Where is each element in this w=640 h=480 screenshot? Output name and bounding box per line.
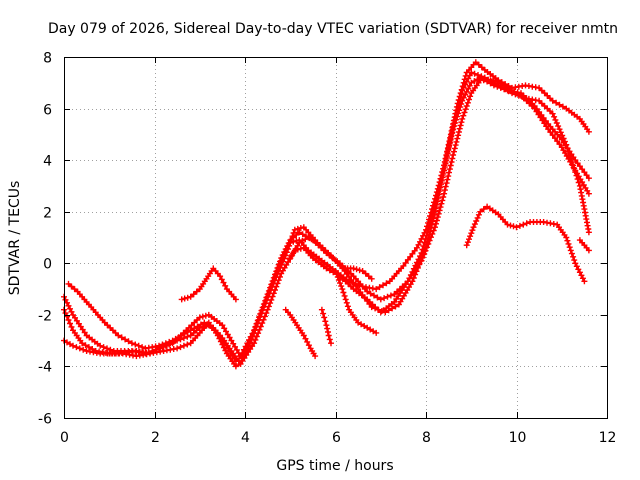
series-point-markers: [576, 237, 592, 254]
series-track-11: [576, 237, 592, 254]
chart-title: Day 079 of 2026, Sidereal Day-to-day VTE…: [48, 21, 618, 37]
series-point-markers: [318, 306, 334, 347]
series-point-markers: [332, 268, 380, 336]
y-axis-label: SDTVAR / TECUs: [7, 181, 23, 296]
y-tick-label: 0: [43, 257, 52, 273]
y-tick-label: -4: [38, 360, 52, 376]
data-series: [61, 59, 592, 370]
y-tick-label: -2: [38, 309, 52, 325]
x-tick-label: 6: [332, 430, 341, 446]
series-track-10: [463, 203, 588, 285]
series-track-5: [178, 265, 239, 303]
axes: [64, 57, 608, 419]
y-tick-label: 4: [43, 154, 52, 170]
y-tick-label: 2: [43, 206, 52, 222]
x-tick-label: 0: [60, 430, 69, 446]
series-point-markers: [282, 306, 319, 360]
series-point-markers: [178, 265, 239, 303]
series-track-8: [318, 306, 334, 347]
x-axis-label: GPS time / hours: [276, 458, 393, 474]
series-track-9: [332, 268, 380, 336]
x-tick-label: 12: [599, 430, 617, 446]
series-track-6: [287, 234, 375, 282]
x-tick-label: 4: [241, 430, 250, 446]
series-point-markers: [463, 203, 588, 285]
x-tick-label: 8: [422, 430, 431, 446]
y-tick-label: -6: [38, 412, 52, 428]
x-tick-label: 10: [509, 430, 527, 446]
y-tick-label: 6: [43, 103, 52, 119]
tick-labels: 0 2 4 6 8 10 12 -6 -4 -2 0 2 4 6 8: [38, 51, 616, 447]
x-tick-label: 2: [151, 430, 160, 446]
grid-lines: [64, 57, 607, 418]
series-point-markers: [287, 234, 375, 282]
y-tick-label: 8: [43, 51, 52, 67]
series-track-7: [282, 306, 319, 360]
